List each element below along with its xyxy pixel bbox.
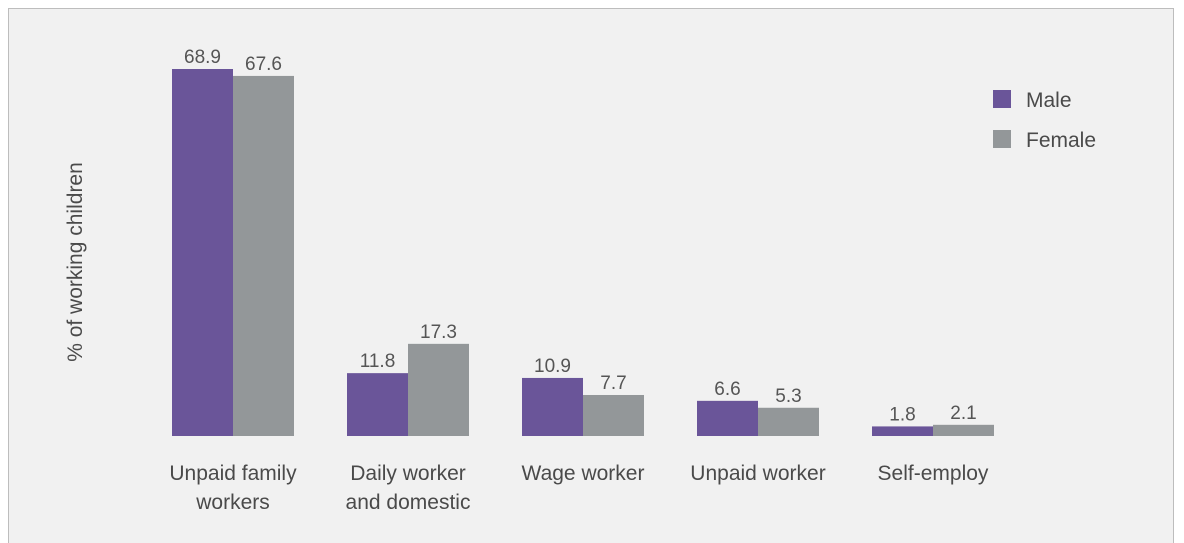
data-label-male-0: 68.9 [184, 47, 221, 68]
bar-female-2 [583, 394, 644, 436]
category-labels: Unpaid family workers Daily worker and dome… [169, 462, 989, 514]
legend-swatch-female [993, 130, 1011, 148]
bar-male-4 [872, 426, 933, 436]
category-label-0-0: Unpaid family [169, 462, 297, 485]
bar-female-1 [408, 343, 469, 436]
data-label-female-3: 5.3 [775, 386, 801, 407]
category-label-0-1: workers [195, 491, 270, 514]
data-label-male-3: 6.6 [714, 379, 740, 400]
data-label-female-0: 67.6 [245, 54, 282, 75]
data-label-male-4: 1.8 [889, 404, 915, 425]
data-label-male-2: 10.9 [534, 356, 571, 377]
bar-male-3 [697, 400, 758, 436]
y-axis-label: % of working children [64, 162, 87, 362]
bar-male-2 [522, 377, 583, 436]
bar-female-0 [233, 75, 294, 436]
bar-female-4 [933, 424, 994, 436]
data-label-male-1: 11.8 [360, 351, 396, 372]
category-label-1-0: Daily worker [350, 462, 466, 485]
category-label-1-1: and domestic [346, 491, 471, 514]
legend-swatch-male [993, 90, 1011, 108]
bar-male-0 [172, 69, 233, 436]
legend: Male Female [993, 89, 1096, 152]
bar-female-3 [758, 407, 819, 436]
category-label-3-0: Unpaid worker [690, 462, 825, 485]
data-label-female-4: 2.1 [950, 403, 976, 424]
category-label-4-0: Self-employ [878, 462, 989, 485]
bars-group: 68.9 67.6 11.8 17.3 10.9 7.7 6.6 5.3 1.8 2.1 [172, 47, 994, 436]
legend-label-male: Male [1026, 89, 1072, 112]
category-label-2-0: Wage worker [522, 462, 645, 485]
bar-male-1 [347, 373, 408, 436]
data-label-female-1: 17.3 [420, 322, 457, 343]
data-label-female-2: 7.7 [600, 373, 626, 394]
legend-label-female: Female [1026, 129, 1096, 152]
